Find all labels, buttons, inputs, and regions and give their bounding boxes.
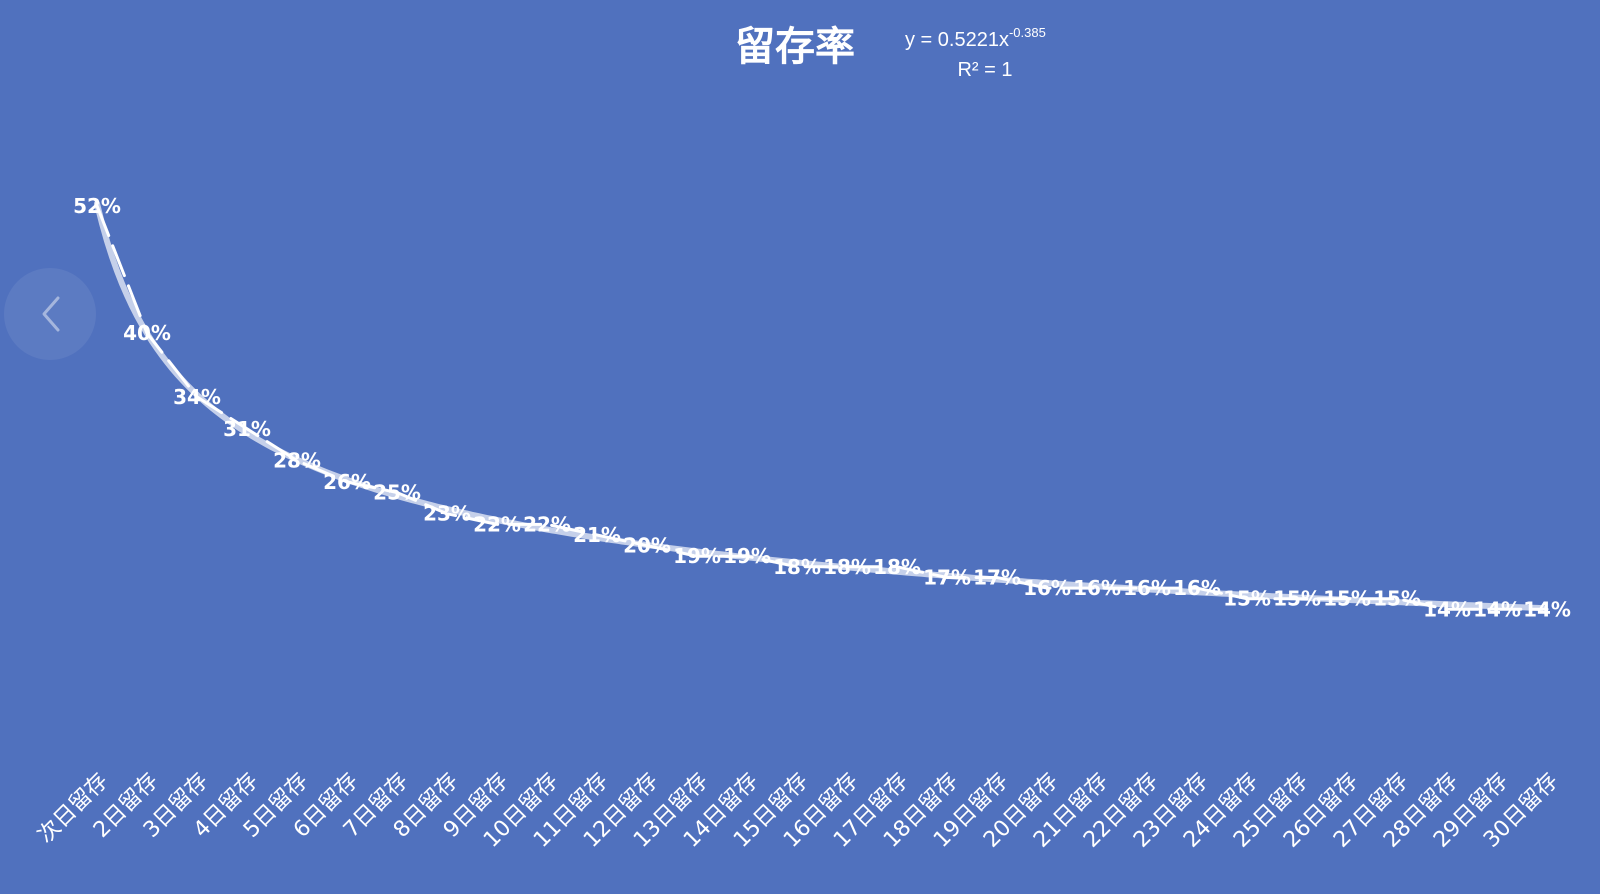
data-label: 18% (773, 555, 821, 579)
data-labels: 52%40%34%31%28%26% 25%23% 22% 22% 21% 20% 19% 1… (73, 194, 1571, 622)
data-label: 40% (123, 321, 171, 345)
data-label: 34% (173, 385, 221, 409)
data-label: 16% (1173, 576, 1221, 600)
drop-lines (96, 223, 1548, 758)
data-label: 15% (1223, 587, 1271, 611)
data-label: 15% (1323, 587, 1371, 611)
data-label: 14% (1423, 597, 1471, 621)
previous-slide-button[interactable] (4, 268, 96, 360)
data-label: 17% (923, 565, 971, 589)
chevron-left-icon (42, 296, 60, 332)
trendline-equation: y = 0.5221x-0.385 (905, 25, 1046, 51)
equation-prefix: y = 0.5221x (905, 29, 1009, 51)
data-label: 14% (1523, 597, 1571, 621)
data-label: 22% (473, 512, 521, 536)
data-label: 15% (1273, 587, 1321, 611)
data-label: 31% (223, 417, 271, 441)
series-line (95, 204, 1549, 611)
data-label: 23% (423, 502, 471, 526)
data-label: 18% (823, 555, 871, 579)
data-label: 19% (723, 544, 771, 568)
trendline-r-squared: R² = 1 (957, 59, 1012, 81)
chart-title: 留存率 (735, 24, 855, 70)
data-label: 21% (573, 523, 621, 547)
data-label: 52% (73, 194, 121, 218)
data-label: 22% (523, 512, 571, 536)
data-label: 19% (673, 544, 721, 568)
data-label: 16% (1123, 576, 1171, 600)
data-label: 14% (1473, 597, 1521, 621)
data-label: 20% (623, 534, 671, 558)
equation-exponent: -0.385 (1009, 25, 1046, 40)
data-label: 16% (1073, 576, 1121, 600)
data-label: 25% (373, 481, 421, 505)
data-label: 17% (973, 565, 1021, 589)
data-label: 26% (323, 470, 371, 494)
data-label: 15% (1373, 587, 1421, 611)
data-label: 16% (1023, 576, 1071, 600)
data-label: 18% (873, 555, 921, 579)
data-label: 28% (273, 449, 321, 473)
